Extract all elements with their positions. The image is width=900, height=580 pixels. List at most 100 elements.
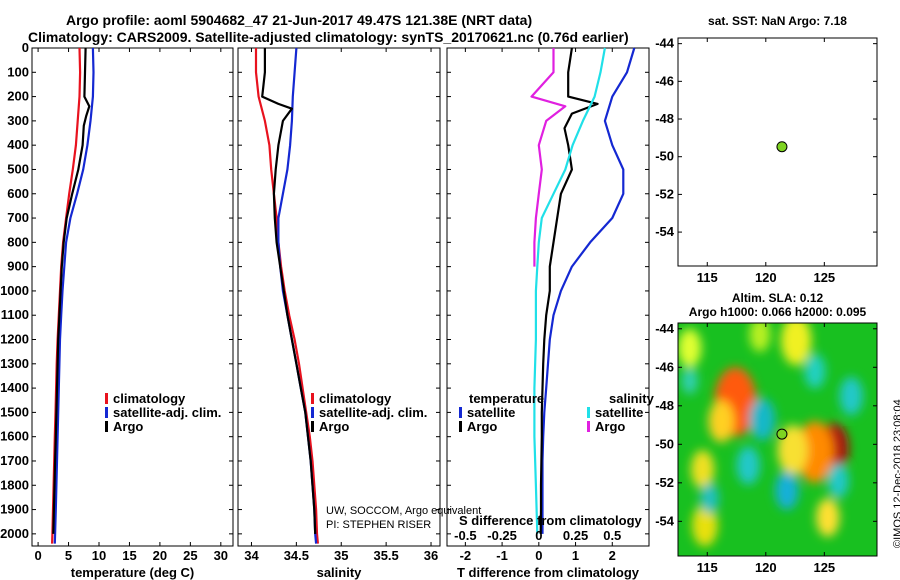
legend-swatch — [311, 407, 314, 418]
panel-frame — [31, 47, 234, 547]
credit-line1: UW, SOCCOM, Argo equivalent — [326, 505, 482, 517]
legend-swatch — [459, 407, 462, 418]
depth-tick-label: 1200 — [0, 332, 29, 347]
map-subtitle: Argo h1000: 0.066 h2000: 0.095 — [689, 305, 867, 319]
legend-label: Argo — [595, 419, 625, 434]
legend-swatch — [105, 393, 108, 404]
lat-tick-label: -50 — [655, 436, 674, 451]
series-line-salinity-argo — [530, 48, 567, 267]
secondary-tick-label: 0.25 — [563, 528, 588, 543]
x-tick-label: 34.5 — [284, 548, 309, 563]
depth-tick-label: 0 — [22, 40, 29, 55]
depth-tick-label: 1700 — [0, 453, 29, 468]
heatmap-blob — [839, 376, 863, 416]
lat-tick-label: -52 — [655, 186, 674, 201]
heatmap-blob — [749, 398, 776, 441]
legend-group-title: temperature — [469, 391, 544, 406]
x-tick-label: 36 — [424, 548, 438, 563]
argo-float-marker — [776, 141, 788, 153]
x-tick-label: 30 — [214, 548, 228, 563]
heatmap-blob — [827, 463, 849, 499]
legend-swatch — [587, 421, 590, 432]
x-tick-label: 34 — [244, 548, 259, 563]
map-panel-sst_map: -44 -46 -48 -50 -52 -54 115 120 125 sat. SST: NaN… — [655, 14, 878, 285]
lat-tick-label: -54 — [655, 513, 675, 528]
x-tick-label: 5 — [65, 548, 72, 563]
depth-tick-label: 400 — [7, 137, 29, 152]
lat-tick-label: -44 — [655, 36, 675, 51]
x-tick-label: 35.5 — [373, 548, 398, 563]
x-tick-label: 0 — [535, 548, 542, 563]
lon-tick-label: 115 — [697, 270, 718, 285]
secondary-tick-label: -0.5 — [454, 528, 476, 543]
heatmap-blob — [796, 421, 834, 483]
series-line-satellite-adj-clim- — [53, 47, 95, 544]
depth-tick-label: 500 — [7, 161, 29, 176]
heatmap-field — [678, 323, 877, 556]
depth-tick-label: 800 — [7, 234, 29, 249]
series-line-temperature-satellite — [541, 47, 636, 534]
depth-tick-label: 1900 — [0, 502, 29, 517]
map-title: Altim. SLA: 0.12 — [732, 291, 824, 305]
legend-swatch — [587, 407, 590, 418]
heatmap-blob — [690, 450, 715, 489]
secondary-tick-label: 0.5 — [603, 528, 621, 543]
legend-swatch — [311, 421, 314, 432]
depth-tick-label: 2000 — [0, 526, 29, 541]
lat-tick-label: -46 — [655, 359, 674, 374]
lat-tick-label: -48 — [655, 398, 674, 413]
legend-label: Argo — [113, 419, 143, 434]
lat-tick-label: -52 — [655, 475, 674, 490]
series-line-argo — [261, 48, 317, 534]
series-line-temperature-argo — [539, 47, 599, 534]
heatmap-blob — [804, 353, 826, 389]
depth-tick-label: 1600 — [0, 429, 29, 444]
map-title: sat. SST: NaN Argo: 7.18 — [708, 14, 847, 28]
depth-tick-label: 600 — [7, 186, 29, 201]
legend-label: satellite — [467, 405, 515, 420]
map-background — [678, 38, 877, 266]
x-tick-label: 2 — [609, 548, 616, 563]
lat-tick-label: -44 — [655, 321, 675, 336]
map-frame — [677, 322, 878, 557]
lat-tick-label: -54 — [655, 224, 675, 239]
lon-tick-label: 115 — [697, 560, 718, 575]
legend-label: Argo — [319, 419, 349, 434]
figure-title-line2: Climatology: CARS2009. Satellite-adjuste… — [28, 29, 629, 45]
x-tick-label: 25 — [183, 548, 197, 563]
lat-tick-label: -48 — [655, 111, 674, 126]
heatmap-blob — [681, 367, 698, 395]
heatmap-blob — [692, 504, 718, 547]
x-tick-label: 1 — [572, 548, 579, 563]
argo-float-marker — [776, 428, 788, 440]
heatmap-blob — [678, 328, 702, 368]
secondary-tick-label: -0.25 — [487, 528, 517, 543]
heatmap-blob — [708, 400, 735, 443]
legend-label: satellite-adj. clim. — [319, 405, 427, 420]
x-tick-label: 20 — [153, 548, 167, 563]
depth-tick-label: 300 — [7, 113, 29, 128]
x-tick-label: 15 — [122, 548, 136, 563]
legend-label: satellite — [595, 405, 643, 420]
x-tick-label: -1 — [496, 548, 508, 563]
x-tick-label: 35 — [334, 548, 348, 563]
legend-label: climatology — [319, 391, 392, 406]
x-axis-label: T difference from climatology — [457, 565, 640, 580]
heatmap-blob — [816, 498, 840, 537]
x-axis-label: salinity — [317, 565, 363, 580]
depth-tick-label: 1000 — [0, 283, 29, 298]
x-tick-label: 10 — [92, 548, 106, 563]
series-line-climatology — [254, 48, 319, 544]
legend-label: climatology — [113, 391, 186, 406]
depth-tick-label: 900 — [7, 259, 29, 274]
legend-swatch — [105, 421, 108, 432]
secondary-tick-label: 0 — [535, 528, 542, 543]
credit-line2: PI: STEPHEN RISER — [326, 519, 432, 531]
depth-tick-label: 1100 — [1, 307, 29, 322]
depth-tick-label: 1800 — [0, 477, 29, 492]
x-tick-label: 0 — [34, 548, 41, 563]
depth-tick-label: 700 — [7, 210, 29, 225]
profile-panel-difference: -2 -1 0 1 2 T difference from climatology temp… — [446, 47, 655, 580]
heatmap-blob — [736, 446, 760, 485]
